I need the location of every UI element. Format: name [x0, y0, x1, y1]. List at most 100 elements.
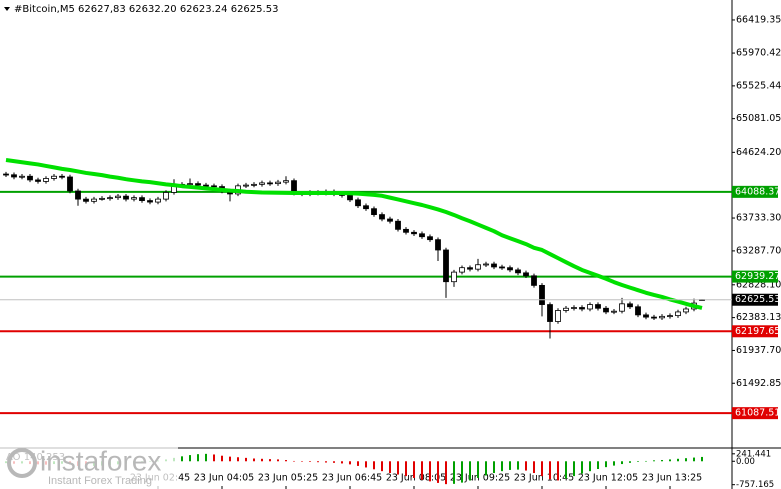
candle-body — [587, 304, 593, 310]
ao-bar — [517, 461, 519, 470]
candle-body — [419, 233, 425, 238]
candle-body — [387, 218, 393, 222]
candle-body — [659, 315, 665, 319]
candle-body — [363, 205, 369, 210]
candle-body — [259, 182, 265, 185]
ao-bar — [653, 460, 655, 462]
candle-body — [139, 197, 145, 201]
ao-bar — [413, 461, 415, 478]
ao-bar — [301, 461, 303, 462]
candle-body — [491, 263, 497, 268]
ao-bar — [373, 461, 375, 470]
candle-body — [83, 198, 89, 202]
ao-bar — [445, 461, 447, 485]
y-tick-label: 64624.20 — [736, 147, 781, 158]
ao-bar — [493, 461, 495, 474]
ao-bar — [181, 456, 183, 462]
candle-body — [547, 304, 553, 322]
candle-body — [123, 195, 129, 200]
y-tick-label: 63733.30 — [736, 213, 781, 224]
candle-body — [531, 275, 537, 286]
candle-body — [203, 184, 209, 187]
level-label: 62197.65 — [735, 326, 780, 337]
candle-body — [163, 192, 169, 200]
ao-bar — [677, 458, 679, 462]
y-tick-label: 61492.85 — [736, 378, 781, 389]
candle-body — [435, 239, 441, 251]
logo-brand: instaforex — [40, 445, 161, 476]
ao-bar — [565, 461, 567, 479]
candle-body — [355, 199, 361, 207]
x-tick-label: 23 Jun 09:25 — [450, 473, 510, 484]
candle-body — [187, 183, 193, 186]
candle-body — [427, 236, 433, 241]
logo: instaforex Instant Forex Trading — [0, 445, 178, 489]
candle-body — [195, 183, 201, 186]
ao-bar — [365, 461, 367, 468]
candle-body — [675, 311, 681, 317]
ao-tick-label: -757.165 — [736, 480, 774, 489]
candle-body — [251, 183, 257, 186]
candle-body — [403, 228, 409, 233]
ao-bar — [213, 454, 215, 462]
ao-bar — [237, 457, 239, 462]
candle-body — [507, 267, 513, 271]
candle-body — [443, 249, 449, 283]
logo-ring — [7, 448, 37, 478]
y-tick-label: 63287.70 — [736, 245, 781, 256]
candle-body — [11, 174, 17, 178]
candle-body — [523, 272, 529, 277]
ao-bar — [485, 461, 487, 476]
candle-body — [451, 271, 457, 283]
ao-bar — [205, 453, 207, 462]
candle-body — [563, 307, 569, 311]
ohlc: 62627,83 62632.20 62623.24 62625.53 — [78, 4, 278, 15]
candle-body — [267, 182, 273, 185]
ao-bar — [317, 461, 319, 463]
ao-bar — [581, 461, 583, 474]
ao-bar — [597, 461, 599, 469]
moving-average — [5, 158, 703, 310]
ao-bar — [437, 461, 439, 483]
candle-body — [35, 179, 41, 182]
y-tick-label: 66419.35 — [736, 14, 781, 25]
ao-bar — [453, 461, 455, 484]
candle-body — [571, 307, 577, 309]
price-label-box — [732, 293, 778, 306]
candle-body — [499, 266, 505, 269]
ao-bar — [269, 459, 271, 462]
candle-body — [43, 178, 49, 182]
y-tick-label: 61937.70 — [736, 345, 781, 356]
header-icon — [4, 7, 10, 11]
candle-body — [635, 306, 641, 316]
ao-bar — [637, 461, 639, 462]
candle-body — [667, 315, 673, 318]
ao-bar — [629, 461, 631, 463]
ao-bar — [277, 459, 279, 462]
y-tick-label: 65970.42 — [736, 48, 781, 59]
ao-bar — [325, 461, 327, 463]
ao-bar — [309, 461, 311, 462]
candle-body — [59, 175, 65, 178]
ao-bar — [405, 461, 407, 477]
candle-body — [651, 316, 657, 319]
ao-bar — [469, 461, 471, 481]
ao-bar — [645, 460, 647, 462]
ao-bar — [477, 461, 479, 478]
candle-body — [483, 263, 489, 266]
ao-bar — [557, 461, 559, 481]
ao-bar — [229, 456, 231, 462]
candle-body — [611, 310, 617, 313]
ao-bar — [621, 461, 623, 465]
x-tick-label: 23 Jun 06:45 — [322, 473, 382, 484]
ao-bar — [661, 460, 663, 462]
candle-body — [411, 231, 417, 235]
ao-bar — [573, 461, 575, 477]
candle-body — [51, 175, 57, 179]
candle-body — [627, 303, 633, 308]
x-tick-label: 23 Jun 13:25 — [642, 473, 702, 484]
x-tick-label: 23 Jun 04:05 — [194, 473, 254, 484]
ao-bar — [293, 460, 295, 462]
ao-bar — [525, 461, 527, 471]
